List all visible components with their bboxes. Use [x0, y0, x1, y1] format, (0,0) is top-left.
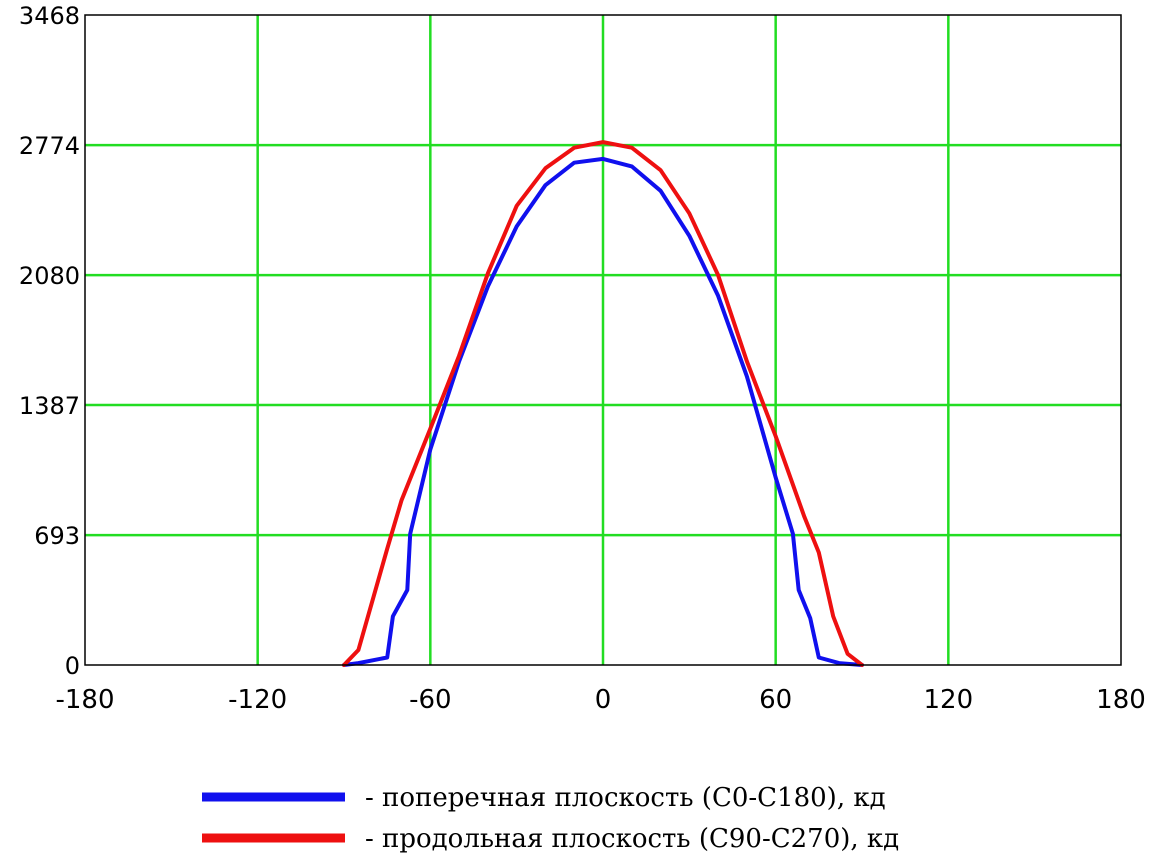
x-tick-label: -180: [55, 685, 114, 715]
legend: - поперечная плоскость (C0-C180), кд - пр…: [202, 783, 899, 854]
series-line-0: [342, 156, 864, 667]
y-tick-label: 1387: [19, 392, 80, 420]
y-tick-label: 3468: [19, 2, 80, 30]
x-tick-label: 60: [759, 685, 792, 715]
legend-label-1: - продольная плоскость (C90-C270), кд: [365, 824, 899, 854]
legend-label-0: - поперечная плоскость (C0-C180), кд: [365, 783, 886, 813]
y-tick-label: 693: [34, 522, 80, 550]
y-tick-label: 2080: [19, 262, 80, 290]
x-tick-label: -120: [228, 685, 287, 715]
series-lines: [342, 140, 864, 667]
grid: [85, 15, 1121, 665]
series-line-1: [342, 140, 864, 667]
x-tick-label: 0: [595, 685, 612, 715]
y-tick-labels: 0 693 1387 2080 2774 3468: [19, 2, 80, 680]
x-tick-label: 180: [1096, 685, 1146, 715]
x-tick-labels: -180 -120 -60 0 60 120 180: [55, 685, 1145, 715]
plot-frame: [84, 14, 1122, 666]
y-tick-label: 2774: [19, 132, 80, 160]
x-tick-label: -60: [409, 685, 451, 715]
y-tick-label: 0: [65, 652, 80, 680]
x-tick-label: 120: [924, 685, 974, 715]
